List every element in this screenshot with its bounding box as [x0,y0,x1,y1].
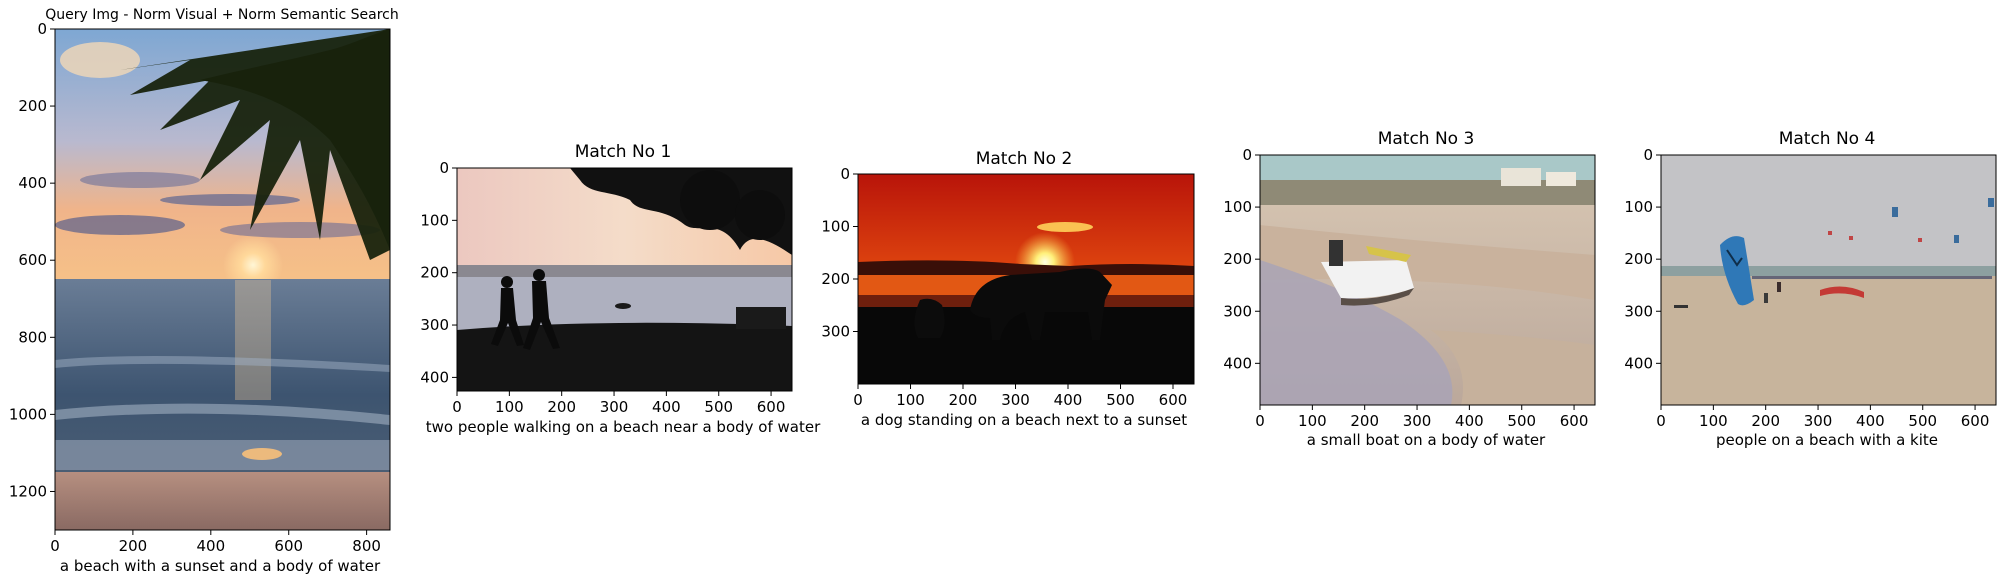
query-panel: Query Img - Norm Visual + Norm Semantic … [0,0,400,582]
x-tick-label: 500 [1106,391,1135,409]
y-tick-label: 1200 [9,482,47,500]
match-2-y-ticks: 0 100 200 300 [821,165,858,341]
y-tick-label: 400 [1624,354,1653,372]
x-tick-label: 0 [1255,412,1265,430]
x-tick-label: 600 [274,537,303,555]
x-tick-label: 600 [1560,412,1589,430]
query-caption: a beach with a sunset and a body of wate… [59,557,381,575]
x-tick-label: 400 [196,537,225,555]
x-tick-label: 600 [1159,391,1188,409]
match-3-x-ticks: 0 100 200 300 400 500 600 [1255,405,1588,430]
x-tick-label: 600 [1961,412,1990,430]
x-tick-label: 0 [853,391,863,409]
x-tick-label: 300 [1804,412,1833,430]
match-1-axes: 0 100 200 300 400 0 100 200 300 400 500 600 [420,159,793,416]
y-tick-label: 100 [1223,198,1252,216]
match-2-caption: a dog standing on a beach next to a suns… [860,411,1188,429]
match-2-x-ticks: 0 100 200 300 400 500 600 [853,384,1187,409]
x-tick-label: 100 [896,391,925,409]
match-4-axes: 0 100 200 300 400 0 100 200 300 400 500 600 [1624,146,1997,430]
x-tick-label: 400 [1455,412,1484,430]
y-tick-label: 200 [821,270,850,288]
match-3-y-ticks: 0 100 200 300 400 [1223,146,1260,372]
match-1-title: Match No 1 [574,142,672,162]
match-1-caption: two people walking on a beach near a bod… [425,418,821,436]
y-tick-label: 200 [1223,250,1252,268]
x-tick-label: 0 [1656,412,1666,430]
match-4-title: Match No 4 [1778,129,1876,149]
x-tick-label: 200 [547,398,576,416]
y-tick-label: 0 [439,159,449,177]
match-2-title: Match No 2 [975,149,1073,169]
y-tick-label: 400 [1223,354,1252,372]
query-image [55,29,390,530]
y-tick-label: 300 [821,323,850,341]
query-title: Query Img - Norm Visual + Norm Semantic … [45,7,399,23]
match-4-caption: people on a beach with a kite [1715,431,1939,449]
y-tick-label: 0 [1643,146,1653,164]
x-tick-label: 500 [1908,412,1937,430]
y-tick-label: 100 [1624,198,1653,216]
x-tick-label: 400 [652,398,681,416]
match-2-panel: Match No 2 0 100 200 300 [800,0,1201,582]
x-tick-label: 500 [1507,412,1536,430]
x-tick-label: 300 [600,398,629,416]
x-tick-label: 200 [1350,412,1379,430]
x-tick-label: 500 [704,398,733,416]
match-2-image [858,174,1194,384]
y-tick-label: 1000 [9,405,47,423]
x-tick-label: 100 [1298,412,1327,430]
match-4-panel: Match No 4 [1602,0,2002,582]
x-tick-label: 600 [757,398,786,416]
match-3-image [1260,155,1595,405]
match-3-axes: 0 100 200 300 400 0 100 200 300 400 500 600 [1223,146,1596,430]
y-tick-label: 800 [18,328,47,346]
x-tick-label: 0 [50,537,60,555]
x-tick-label: 100 [1699,412,1728,430]
y-tick-label: 100 [821,218,850,236]
match-1-x-ticks: 0 100 200 300 400 500 600 [452,391,785,416]
match-3-title: Match No 3 [1377,129,1475,149]
y-tick-label: 100 [420,211,449,229]
query-axes: 0 200 400 600 800 1000 1200 0 200 400 600 800 [9,20,391,555]
y-tick-label: 400 [420,368,449,386]
y-tick-label: 0 [1242,146,1252,164]
x-tick-label: 200 [1751,412,1780,430]
x-tick-label: 200 [949,391,978,409]
y-tick-label: 600 [18,251,47,269]
match-3-panel: Match No 3 0 100 200 300 400 0 100 200 300 400 50… [1201,0,1602,582]
y-tick-label: 300 [1223,302,1252,320]
x-tick-label: 800 [352,537,381,555]
y-tick-label: 0 [37,20,47,38]
y-tick-label: 200 [1624,250,1653,268]
match-4-y-ticks: 0 100 200 300 400 [1624,146,1661,372]
y-tick-label: 200 [420,264,449,282]
x-tick-label: 300 [1403,412,1432,430]
x-tick-label: 400 [1856,412,1885,430]
match-1-image [457,168,792,391]
match-2-axes: 0 100 200 300 0 100 200 300 400 500 600 [821,165,1195,409]
x-tick-label: 300 [1001,391,1030,409]
match-4-image [1661,155,1996,405]
x-tick-label: 200 [119,537,148,555]
x-tick-label: 400 [1054,391,1083,409]
x-tick-label: 100 [495,398,524,416]
match-4-x-ticks: 0 100 200 300 400 500 600 [1656,405,1989,430]
y-tick-label: 400 [18,174,47,192]
match-3-caption: a small boat on a body of water [1306,431,1546,449]
y-tick-label: 300 [420,316,449,334]
x-tick-label: 0 [452,398,462,416]
y-tick-label: 300 [1624,302,1653,320]
y-tick-label: 200 [18,97,47,115]
match-1-panel: Match No 1 0 10 [400,0,820,582]
query-x-ticks: 0 200 400 600 800 [50,530,381,555]
match-1-y-ticks: 0 100 200 300 400 [420,159,457,386]
y-tick-label: 0 [840,165,850,183]
query-y-ticks: 0 200 400 600 800 1000 1200 [9,20,55,500]
